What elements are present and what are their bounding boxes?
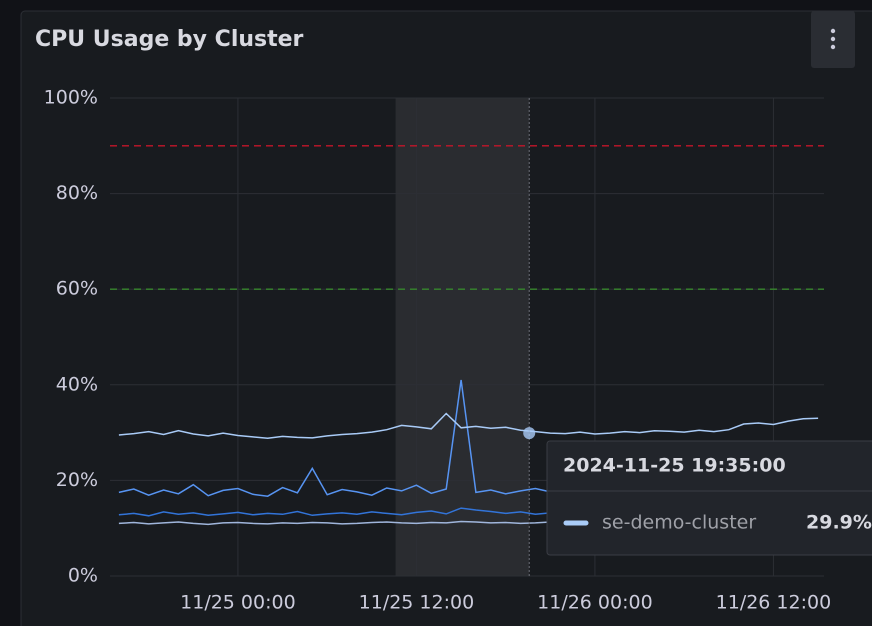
hover-dot [523,427,536,440]
x-tick-label: 11/25 00:00 [180,592,296,614]
x-tick-label: 11/26 12:00 [716,592,832,614]
y-tick-label: 100% [44,87,98,109]
menu-button[interactable] [811,11,855,68]
menu-dot [830,44,836,50]
menu-dot [830,36,836,42]
tooltip: 2024-11-25 19:35:00 se-demo-cluster 29.9% [546,440,872,556]
tooltip-value: 29.9% [806,512,872,534]
highlight-region [395,98,530,576]
y-tick-label: 0% [68,565,98,587]
x-tick-label: 11/25 12:00 [359,592,475,614]
y-tick-label: 40% [56,373,98,395]
panel-title: CPU Usage by Cluster [35,27,304,52]
menu-dot [830,28,836,34]
x-tick-label: 11/26 00:00 [537,592,653,614]
y-tick-label: 80% [56,182,98,204]
y-tick-label: 20% [56,469,98,491]
series-line [118,412,819,440]
tooltip-title: 2024-11-25 19:35:00 [563,455,786,477]
y-tick-label: 60% [56,278,98,300]
tooltip-box [546,440,872,556]
tooltip-series-name: se-demo-cluster [602,512,756,534]
